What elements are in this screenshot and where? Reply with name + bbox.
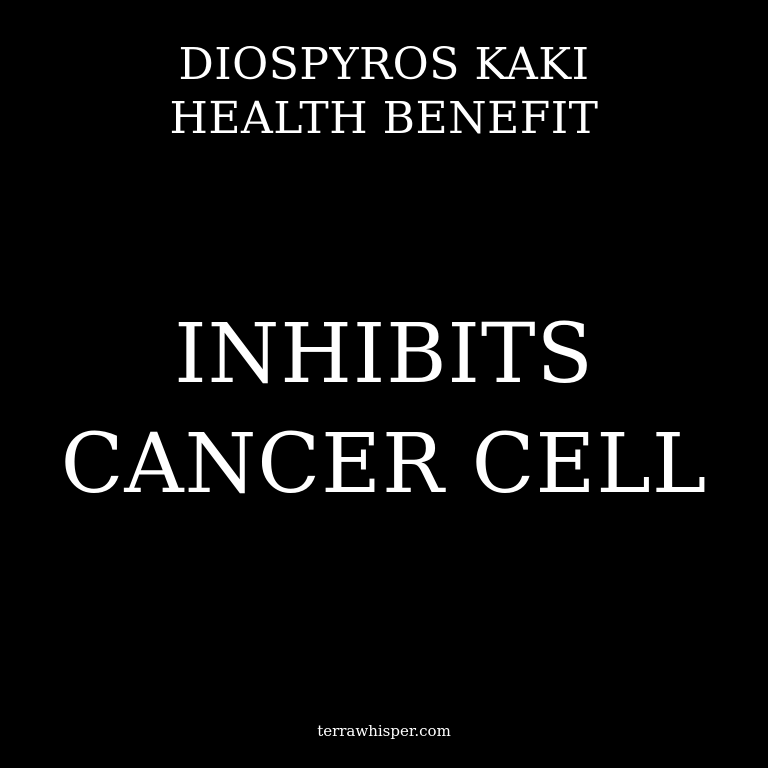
headline-line-2: CANCER CELL [60, 417, 708, 512]
site-credit: terrawhisper.com [317, 722, 451, 740]
benefit-headline: INHIBITS CANCER CELL [0, 300, 768, 520]
title-line-plant: DIOSPYROS KAKI [178, 39, 590, 90]
title-line-subject: HEALTH BENEFIT [169, 93, 599, 144]
headline-line-1: INHIBITS [174, 307, 594, 402]
card-title: DIOSPYROS KAKI HEALTH BENEFIT [0, 38, 768, 146]
